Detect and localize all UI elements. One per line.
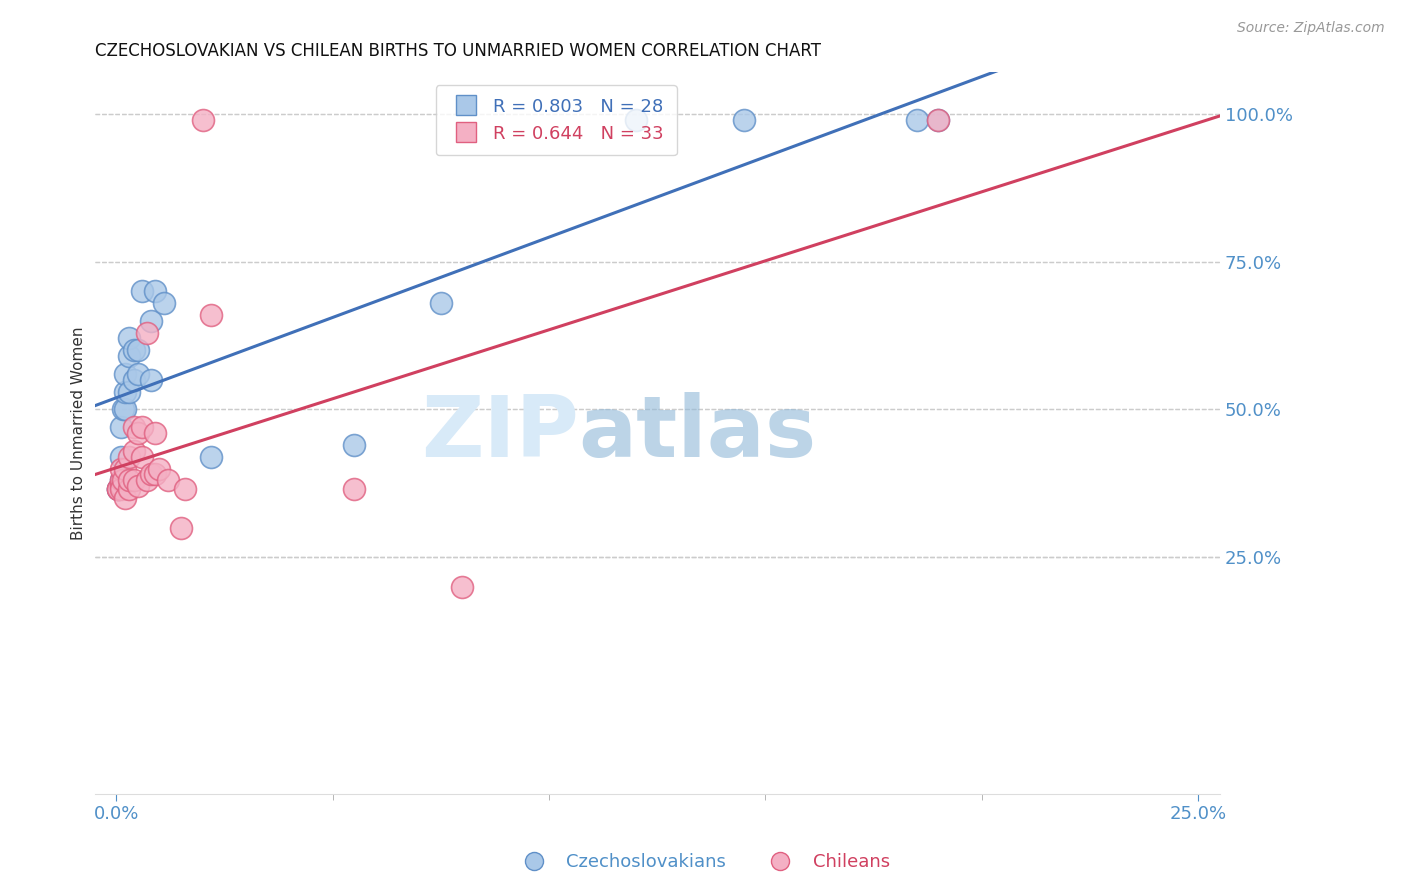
Point: [143, 467, 166, 482]
Point: [114, 491, 136, 505]
Point: [343, 438, 366, 452]
Point: [110, 420, 132, 434]
Point: [107, 482, 129, 496]
Point: [733, 112, 755, 127]
Point: [148, 461, 170, 475]
Point: [143, 425, 166, 440]
Point: [131, 450, 153, 464]
Point: [429, 296, 451, 310]
Point: [624, 112, 647, 127]
Point: [174, 482, 197, 496]
Point: [110, 479, 132, 493]
Point: [118, 349, 141, 363]
Point: [111, 474, 134, 488]
Point: [122, 474, 145, 488]
Legend: Czechoslovakians, Chileans: Czechoslovakians, Chileans: [509, 847, 897, 879]
Point: [127, 367, 149, 381]
Point: [927, 112, 949, 127]
Point: [143, 284, 166, 298]
Point: [122, 443, 145, 458]
Point: [135, 474, 157, 488]
Point: [118, 450, 141, 464]
Point: [451, 580, 474, 594]
Point: [139, 314, 162, 328]
Point: [114, 384, 136, 399]
Point: [122, 343, 145, 358]
Point: [111, 402, 134, 417]
Point: [343, 482, 366, 496]
Point: [127, 343, 149, 358]
Text: Source: ZipAtlas.com: Source: ZipAtlas.com: [1237, 21, 1385, 35]
Point: [107, 482, 129, 496]
Point: [114, 402, 136, 417]
Point: [905, 112, 928, 127]
Point: [139, 373, 162, 387]
Point: [191, 112, 214, 127]
Point: [110, 482, 132, 496]
Point: [110, 474, 132, 488]
Point: [114, 461, 136, 475]
Point: [110, 474, 132, 488]
Point: [927, 112, 949, 127]
Text: CZECHOSLOVAKIAN VS CHILEAN BIRTHS TO UNMARRIED WOMEN CORRELATION CHART: CZECHOSLOVAKIAN VS CHILEAN BIRTHS TO UNM…: [94, 42, 821, 60]
Point: [114, 367, 136, 381]
Y-axis label: Births to Unmarried Women: Births to Unmarried Women: [72, 326, 86, 540]
Point: [200, 308, 222, 322]
Point: [131, 420, 153, 434]
Legend: R = 0.803   N = 28, R = 0.644   N = 33: R = 0.803 N = 28, R = 0.644 N = 33: [436, 85, 676, 155]
Point: [118, 331, 141, 345]
Point: [131, 284, 153, 298]
Point: [170, 521, 193, 535]
Point: [122, 420, 145, 434]
Point: [127, 425, 149, 440]
Text: atlas: atlas: [578, 392, 817, 475]
Point: [127, 479, 149, 493]
Point: [118, 482, 141, 496]
Point: [135, 326, 157, 340]
Point: [107, 482, 129, 496]
Text: ZIP: ZIP: [420, 392, 578, 475]
Point: [122, 373, 145, 387]
Point: [139, 467, 162, 482]
Point: [107, 482, 129, 496]
Point: [157, 474, 180, 488]
Point: [110, 461, 132, 475]
Point: [110, 450, 132, 464]
Point: [118, 474, 141, 488]
Point: [153, 296, 176, 310]
Point: [118, 384, 141, 399]
Point: [200, 450, 222, 464]
